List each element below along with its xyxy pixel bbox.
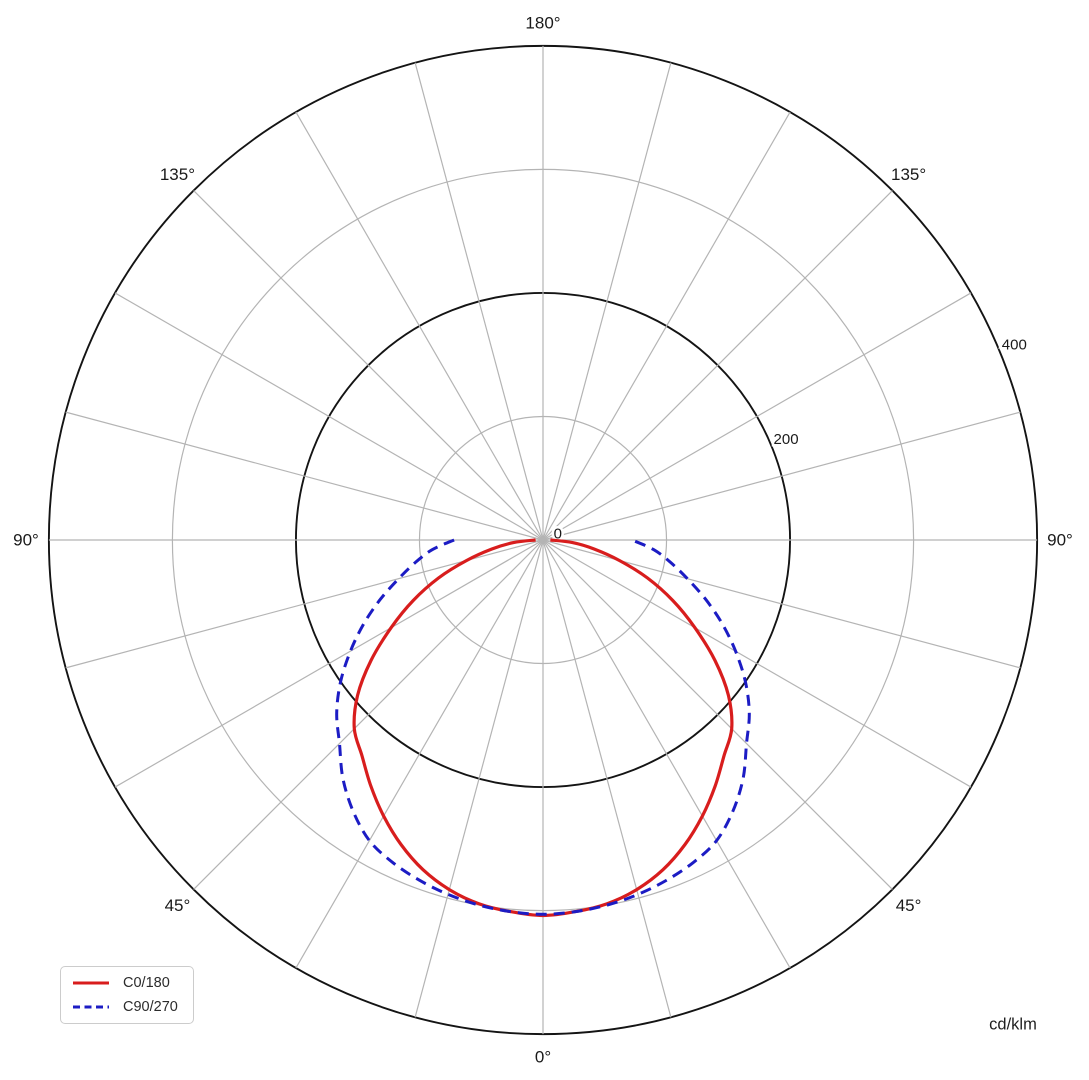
- grid-spoke: [542, 539, 972, 788]
- grid-spoke: [542, 292, 972, 541]
- grid-spoke: [414, 62, 544, 541]
- units-label: cd/klm: [989, 1015, 1037, 1034]
- grid-spoke: [542, 111, 791, 541]
- r-tick-label: 200: [774, 431, 799, 448]
- grid-spoke: [193, 190, 544, 541]
- legend-swatch-dashed-line: [73, 1005, 109, 1009]
- grid-spoke: [295, 111, 544, 541]
- grid-spoke: [542, 539, 791, 969]
- angle-label: 0°: [535, 1048, 551, 1067]
- grid-spoke: [542, 62, 672, 541]
- angle-label: 90°: [13, 531, 39, 550]
- grid-spoke: [114, 539, 544, 788]
- legend-label-c0-180: C0/180: [123, 974, 170, 991]
- legend-item-c0-180: C0/180: [72, 974, 193, 992]
- grid-spoke: [193, 539, 544, 890]
- grid-spoke: [414, 539, 544, 1018]
- angle-label: 45°: [896, 896, 922, 915]
- r-tick-label: 400: [1002, 336, 1027, 353]
- angle-label: 90°: [1047, 531, 1073, 550]
- grid-spoke: [65, 411, 544, 541]
- angle-label: 180°: [525, 14, 560, 33]
- legend-swatch-solid-line: [73, 981, 109, 985]
- angle-label: 45°: [165, 896, 191, 915]
- legend-item-c90-270: C90/270: [72, 998, 193, 1016]
- series-path-C90-270: [335, 538, 751, 916]
- legend: C0/180 C90/270: [60, 966, 194, 1024]
- grid-spoke: [542, 539, 672, 1018]
- angle-label: 135°: [891, 165, 926, 184]
- legend-label-c90-270: C90/270: [123, 998, 178, 1015]
- grid-spoke: [295, 539, 544, 969]
- grid-spoke: [542, 539, 893, 890]
- angle-label: 135°: [160, 165, 195, 184]
- grid-spoke: [114, 292, 544, 541]
- grid-spoke: [542, 411, 1021, 541]
- grid-spoke: [542, 190, 893, 541]
